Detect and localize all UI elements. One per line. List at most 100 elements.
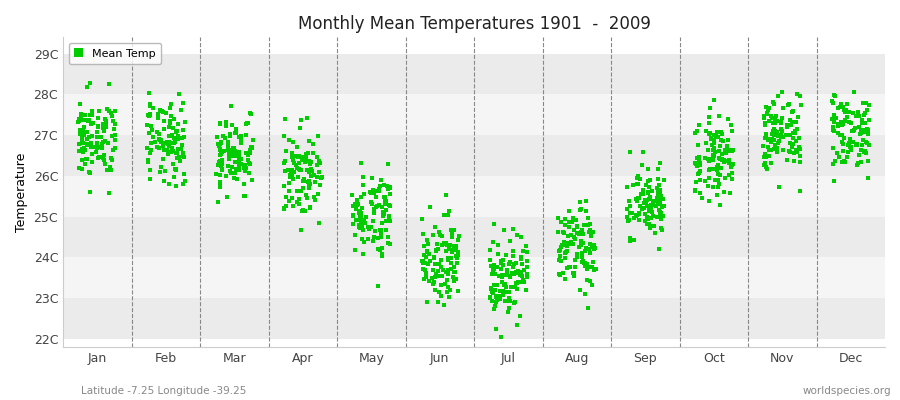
Point bbox=[848, 125, 862, 131]
Point bbox=[572, 231, 586, 237]
Point bbox=[776, 146, 790, 153]
Point bbox=[781, 148, 796, 154]
Point bbox=[632, 209, 646, 216]
Point bbox=[240, 120, 255, 126]
Point bbox=[352, 210, 366, 216]
Point bbox=[483, 295, 498, 302]
Point bbox=[767, 146, 781, 152]
Point bbox=[855, 120, 869, 126]
Point bbox=[440, 277, 454, 284]
Point bbox=[245, 145, 259, 151]
Point bbox=[653, 187, 668, 193]
Point bbox=[347, 201, 362, 207]
Point bbox=[653, 211, 668, 218]
Point bbox=[354, 210, 368, 216]
Point bbox=[212, 178, 227, 185]
Point bbox=[836, 104, 850, 110]
Point bbox=[698, 178, 712, 184]
Point bbox=[310, 190, 325, 197]
Point bbox=[490, 264, 504, 270]
Point bbox=[152, 107, 166, 114]
Point bbox=[75, 146, 89, 152]
Point bbox=[701, 156, 716, 162]
Point bbox=[365, 238, 380, 244]
Point bbox=[421, 261, 436, 268]
Point bbox=[301, 150, 315, 156]
Point bbox=[354, 220, 368, 227]
Point bbox=[241, 152, 256, 158]
Point bbox=[359, 214, 374, 221]
Point bbox=[642, 221, 656, 228]
Point bbox=[826, 92, 841, 99]
Point bbox=[715, 156, 729, 162]
Point bbox=[642, 184, 656, 190]
Point bbox=[573, 287, 588, 294]
Point bbox=[356, 174, 370, 181]
Point bbox=[154, 139, 168, 145]
Point bbox=[76, 129, 91, 136]
Point bbox=[652, 188, 667, 195]
Point bbox=[242, 150, 256, 156]
Point bbox=[164, 149, 178, 156]
Point bbox=[284, 174, 298, 180]
Point bbox=[223, 131, 238, 138]
Point bbox=[225, 164, 239, 170]
Point bbox=[624, 149, 638, 156]
Point bbox=[770, 93, 785, 100]
Point bbox=[163, 120, 177, 126]
Point bbox=[580, 277, 594, 283]
Point bbox=[635, 149, 650, 155]
Point bbox=[239, 164, 254, 171]
Point bbox=[349, 206, 364, 212]
Point bbox=[361, 236, 375, 242]
Point bbox=[290, 199, 304, 205]
Point bbox=[622, 198, 636, 204]
Point bbox=[651, 176, 665, 182]
Point bbox=[150, 128, 165, 135]
Point bbox=[554, 244, 568, 250]
Point bbox=[241, 151, 256, 158]
Point bbox=[557, 250, 572, 256]
Point bbox=[72, 148, 86, 154]
Point bbox=[836, 148, 850, 154]
Point bbox=[583, 240, 598, 247]
Point bbox=[520, 274, 535, 280]
Point bbox=[74, 148, 88, 155]
Point bbox=[499, 252, 513, 258]
Point bbox=[232, 134, 247, 140]
Point bbox=[652, 246, 666, 252]
Point bbox=[783, 117, 797, 123]
Point bbox=[775, 128, 789, 134]
Point bbox=[768, 128, 782, 134]
Point bbox=[764, 139, 778, 146]
Point bbox=[493, 266, 508, 272]
Point bbox=[418, 260, 432, 266]
Point bbox=[84, 143, 98, 150]
Point bbox=[637, 218, 652, 224]
Point bbox=[176, 150, 190, 157]
Point bbox=[292, 125, 307, 132]
Point bbox=[700, 147, 715, 153]
Point bbox=[302, 181, 316, 187]
Point bbox=[851, 109, 866, 116]
Point bbox=[482, 294, 497, 300]
Point bbox=[785, 118, 799, 125]
Point bbox=[426, 232, 440, 238]
Point bbox=[299, 151, 313, 157]
Point bbox=[86, 159, 100, 165]
Point bbox=[632, 211, 646, 218]
Point bbox=[637, 204, 652, 211]
Point bbox=[239, 132, 254, 138]
Point bbox=[770, 133, 785, 140]
Point bbox=[862, 117, 877, 124]
Point bbox=[850, 142, 864, 148]
Bar bbox=[63, 135, 885, 176]
Point bbox=[354, 160, 368, 166]
Point bbox=[306, 141, 320, 148]
Point bbox=[73, 130, 87, 137]
Point bbox=[232, 153, 247, 159]
Point bbox=[650, 195, 664, 202]
Point bbox=[285, 176, 300, 182]
Point bbox=[760, 111, 774, 118]
Point bbox=[492, 288, 507, 294]
